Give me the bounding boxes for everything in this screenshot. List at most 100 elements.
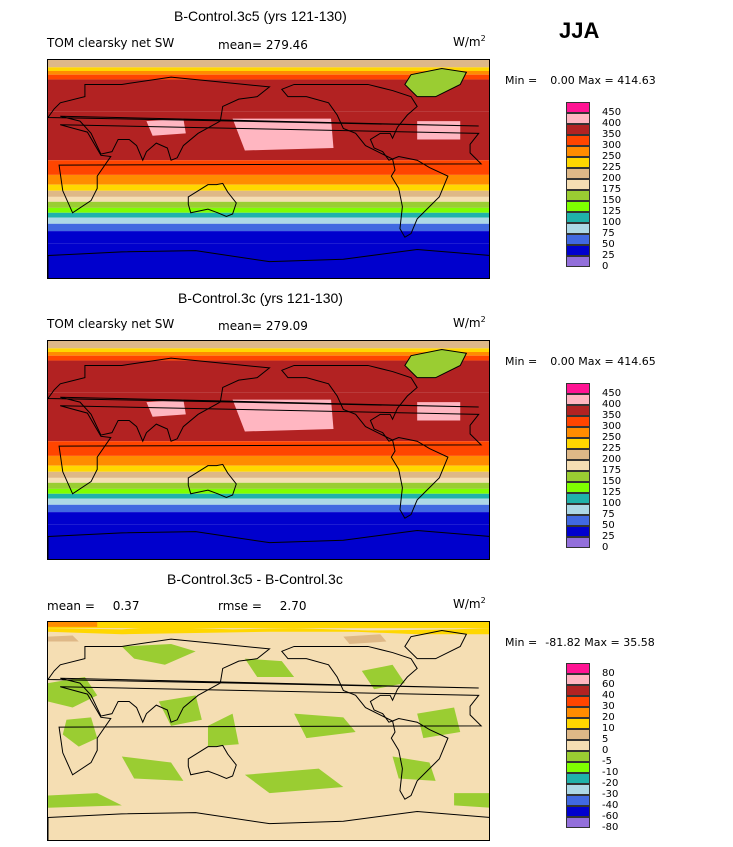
diff-patch — [121, 644, 196, 665]
panel-1-minmax: Min = 0.00 Max = 414.63 — [505, 74, 656, 87]
contour-band — [48, 160, 489, 175]
panel-2-minmax: Min = 0.00 Max = 414.65 — [505, 355, 656, 368]
legend-swatch — [566, 190, 590, 201]
panel-2-mean-label: mean= — [218, 319, 263, 333]
pink-pacific — [232, 399, 334, 432]
legend-swatch — [566, 762, 590, 773]
contour-band — [48, 196, 489, 202]
legend-swatch — [566, 179, 590, 190]
legend-swatch — [566, 806, 590, 817]
panel-3-units-text: W/m — [453, 597, 481, 611]
legend-level-label: 60 — [602, 679, 615, 690]
panel-1-min-label: Min = — [505, 74, 538, 87]
diff-tan-patch — [343, 634, 387, 644]
contour-band — [48, 184, 489, 191]
panel-2-min-label: Min = — [505, 355, 538, 368]
legend-swatch — [566, 482, 590, 493]
continent-outline — [48, 638, 479, 724]
legend-swatch — [566, 416, 590, 427]
legend-swatch — [566, 663, 590, 674]
contour-band — [48, 441, 489, 456]
diff-arctic-orange — [48, 622, 98, 627]
legend-swatch — [566, 168, 590, 179]
legend-level-label: -10 — [602, 767, 619, 778]
panel-1-units: W/m2 — [453, 34, 486, 49]
legend-swatch — [566, 493, 590, 504]
panel-3-min-value: -81.82 — [545, 636, 581, 649]
contour-band — [48, 212, 489, 218]
legend-swatch — [566, 696, 590, 707]
legend-swatch — [566, 817, 590, 828]
legend-swatch — [566, 223, 590, 234]
legend-level-label: 5 — [602, 734, 609, 745]
legend-level-label: 400 — [602, 399, 622, 410]
contour-band — [48, 71, 489, 75]
contour-band — [48, 190, 489, 197]
contour-band — [48, 498, 489, 505]
diff-patch — [207, 713, 239, 747]
continent-outline — [48, 529, 489, 559]
legend-level-label: 225 — [602, 443, 622, 454]
panel-3-min-label: Min = — [505, 636, 538, 649]
panel-2-map — [47, 340, 490, 560]
panel-3-mean-value: 0.37 — [112, 599, 140, 613]
legend-level-label: 0 — [602, 745, 609, 756]
diff-background — [48, 622, 489, 840]
legend-level-label: 25 — [602, 250, 615, 261]
legend-level-label: 40 — [602, 690, 615, 701]
legend-level-label: 450 — [602, 107, 622, 118]
legend-level-label: -30 — [602, 789, 619, 800]
legend-level-label: 0 — [602, 261, 609, 272]
legend-swatch — [566, 740, 590, 751]
diff-arctic-band — [48, 622, 489, 629]
panel-3-mean-label: mean = — [47, 599, 95, 613]
continent-outline — [404, 68, 468, 98]
legend-swatch — [566, 449, 590, 460]
legend-level-label: 50 — [602, 520, 615, 531]
legend-swatch — [566, 751, 590, 762]
continent-outline — [404, 349, 468, 379]
legend-swatch — [566, 537, 590, 548]
panel-1-units-text: W/m — [453, 35, 481, 49]
panel-3-units: W/m2 — [453, 596, 486, 611]
panel-3-rmse-value: 2.70 — [279, 599, 307, 613]
contour-band — [48, 148, 489, 161]
legend-swatch — [566, 113, 590, 124]
legend-level-label: 300 — [602, 140, 622, 151]
legend-level-label: 0 — [602, 542, 609, 553]
panel-3-units-sup: 2 — [480, 596, 486, 605]
diff-patch — [48, 677, 98, 708]
legend-swatch — [566, 383, 590, 394]
legend-swatch — [566, 718, 590, 729]
panel-2-mean-value: 279.09 — [265, 319, 308, 333]
legend-level-label: -5 — [602, 756, 612, 767]
legend-level-label: 250 — [602, 432, 622, 443]
continent-outline — [58, 405, 483, 495]
panel-2-map-svg — [48, 341, 489, 559]
contour-band — [48, 471, 489, 478]
panel-1-bands — [48, 60, 489, 278]
contour-band — [48, 341, 489, 349]
contour-band — [48, 67, 489, 71]
legend-swatch — [566, 526, 590, 537]
legend-level-label: 400 — [602, 118, 622, 129]
legend-swatch — [566, 212, 590, 223]
panel-1-max-label: Max = — [578, 74, 614, 87]
panel-1-mean-label: mean= — [218, 38, 263, 52]
diff-patch — [48, 793, 122, 808]
panel-1-field-label: TOM clearsky net SW — [47, 36, 175, 50]
panel-2-min-value: 0.00 — [550, 355, 575, 368]
contour-band — [48, 493, 489, 499]
panel-3-max-label: Max = — [584, 636, 620, 649]
pink-atlantic — [417, 121, 461, 140]
legend-swatch — [566, 427, 590, 438]
contour-band — [48, 355, 489, 361]
season-label: JJA — [559, 18, 600, 43]
legend-swatch — [566, 674, 590, 685]
continent-outline — [187, 463, 237, 498]
legend-level-label: 200 — [602, 173, 622, 184]
legend-level-label: -40 — [602, 800, 619, 811]
continent-outline — [48, 248, 489, 278]
legend-swatch — [566, 504, 590, 515]
panel-1-map-svg — [48, 60, 489, 278]
